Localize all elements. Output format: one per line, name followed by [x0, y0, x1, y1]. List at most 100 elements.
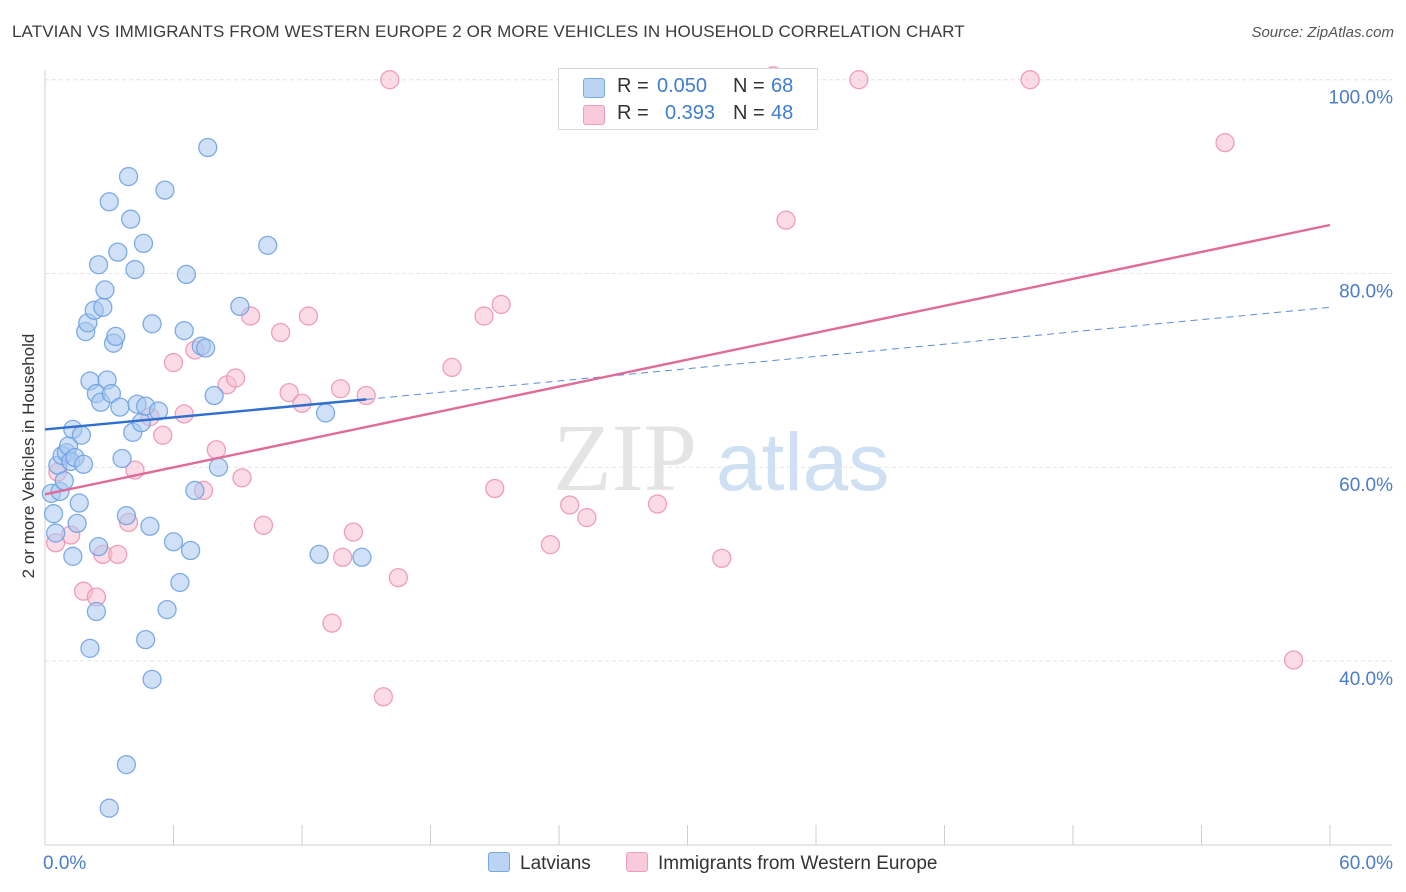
- latvians-point: [86, 601, 107, 622]
- western-europe-point: [388, 567, 409, 588]
- western-europe-point: [253, 515, 274, 535]
- source-label: Source: ZipAtlas.com: [1251, 24, 1394, 41]
- y-tick-label: 40.0%: [1339, 669, 1393, 690]
- bottom-legend-swatch-latvians: [488, 852, 510, 872]
- latvians-point: [121, 209, 141, 229]
- series-western-europe-points: [46, 66, 1304, 707]
- latvians-point: [54, 471, 74, 491]
- western-europe-point: [442, 357, 462, 378]
- western-europe-point: [279, 382, 299, 403]
- bottom-legend-western-europe: Immigrants from Western Europe: [626, 852, 937, 875]
- legend-n-value: 48: [771, 102, 794, 124]
- legend-n-value: 68: [771, 75, 794, 97]
- western-europe-point: [373, 687, 394, 707]
- grid-lines: [45, 79, 1392, 662]
- latvians-point: [101, 383, 122, 404]
- legend-swatch-latvians: [583, 78, 605, 98]
- latvians-point: [46, 523, 66, 543]
- x-tick-label-max: 60.0%: [1339, 853, 1393, 874]
- latvians-point: [176, 264, 197, 285]
- latvians-point: [88, 255, 109, 275]
- trend-lines: [44, 223, 1331, 496]
- western-europe-point: [1283, 650, 1304, 670]
- western-europe-point: [153, 425, 173, 445]
- legend-n-label: N =: [733, 75, 765, 97]
- western-europe-point: [343, 522, 364, 542]
- bottom-legend-label-latvians: Latvians: [520, 853, 591, 874]
- legend-r-value: 0.393: [665, 102, 716, 124]
- latvians-point: [67, 513, 87, 534]
- legend-r-label: R =: [617, 102, 649, 124]
- western-europe-point: [163, 352, 184, 373]
- western-europe-point: [474, 306, 494, 326]
- western-europe-point: [232, 468, 252, 488]
- latvians-point: [99, 192, 119, 212]
- latvians-point: [69, 493, 89, 513]
- latvians-point: [163, 532, 184, 552]
- western-europe-point: [776, 210, 796, 230]
- latvians-point: [140, 516, 160, 536]
- western-europe-point: [356, 385, 376, 406]
- latvians-point: [116, 754, 137, 775]
- latvians-point: [208, 457, 229, 477]
- western-europe-point: [322, 613, 342, 633]
- latvians-point: [155, 180, 175, 200]
- latvians-point: [73, 454, 94, 474]
- western-europe-point: [647, 494, 668, 514]
- legend-box: R = 0.050 N = 68 R = 0.393 N = 48: [558, 68, 818, 130]
- bottom-legend-latvians: Latvians: [488, 852, 591, 875]
- latvians-trend-extension: [366, 306, 1331, 400]
- chart-title: LATVIAN VS IMMIGRANTS FROM WESTERN EUROP…: [12, 22, 965, 41]
- latvians-point: [142, 669, 162, 689]
- watermark-zip: ZIP: [553, 404, 697, 511]
- latvians-point: [258, 235, 278, 255]
- western-europe-point: [485, 478, 505, 499]
- latvians-point: [174, 320, 194, 341]
- y-axis-label: 2 or more Vehicles in Household: [19, 334, 38, 579]
- latvians-trend-line: [44, 398, 367, 431]
- latvians-point: [93, 297, 113, 317]
- western-europe-point: [270, 322, 291, 343]
- western-europe-point: [174, 404, 194, 424]
- latvians-point: [108, 242, 128, 262]
- latvians-point: [131, 412, 152, 433]
- western-europe-point: [540, 535, 561, 555]
- latvians-point: [315, 403, 336, 423]
- latvians-point: [157, 599, 177, 620]
- legend-swatch-western-europe: [583, 105, 605, 125]
- y-tick-label: 80.0%: [1339, 281, 1393, 302]
- latvians-point: [43, 504, 64, 524]
- latvians-point: [118, 166, 139, 187]
- y-tick-label: 60.0%: [1339, 475, 1393, 496]
- latvians-point: [309, 544, 329, 565]
- western-europe-point: [333, 547, 353, 567]
- latvians-point: [95, 280, 115, 300]
- latvians-point: [88, 536, 109, 557]
- legend-n-label: N =: [733, 102, 765, 124]
- western-europe-point: [292, 393, 312, 413]
- western-europe-point: [560, 495, 580, 515]
- latvians-point: [136, 629, 156, 650]
- western-europe-trend-line: [44, 223, 1331, 496]
- western-europe-point: [380, 70, 400, 90]
- latvians-point: [110, 397, 130, 417]
- western-europe-point: [108, 544, 128, 565]
- latvians-point: [125, 259, 145, 280]
- western-europe-point: [330, 379, 351, 399]
- western-europe-point: [1020, 70, 1040, 90]
- tick-labels: 40.0% 60.0% 80.0% 100.0% 0.0% 60.0%: [43, 88, 1393, 874]
- latvians-point: [116, 505, 137, 526]
- western-europe-point: [577, 507, 597, 528]
- latvians-point: [170, 572, 190, 593]
- latvians-point: [106, 326, 126, 347]
- watermark: ZIP atlas: [553, 404, 889, 511]
- latvians-point: [352, 547, 372, 567]
- bottom-legend-swatch-western-europe: [626, 852, 648, 872]
- axes: [44, 70, 1392, 846]
- latvians-point: [99, 798, 119, 818]
- latvians-point: [112, 448, 132, 469]
- latvians-point: [204, 385, 224, 406]
- latvians-point: [195, 338, 216, 358]
- bottom-legend-label-western-europe: Immigrants from Western Europe: [658, 853, 938, 874]
- western-europe-point: [712, 548, 732, 568]
